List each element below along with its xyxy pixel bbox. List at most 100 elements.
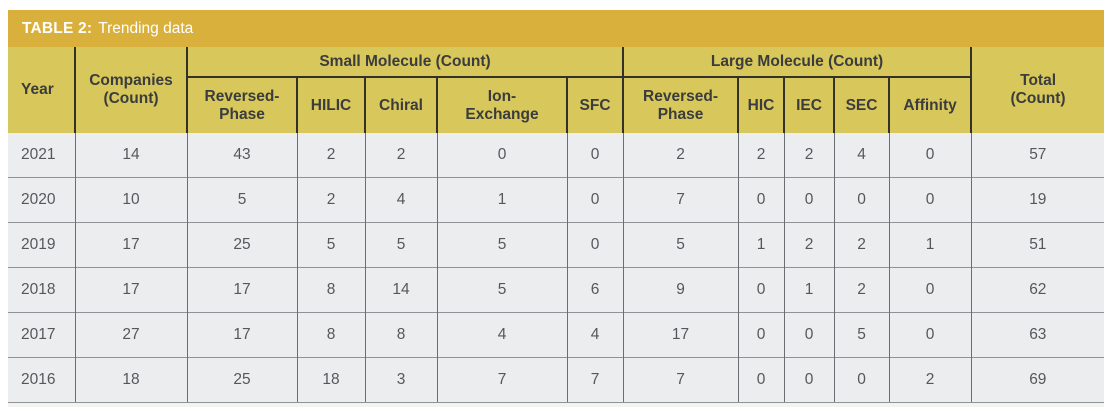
table-row-2021: 2021 14 43 2 2 0 0 2 2 2 4 0 57 [8,133,1105,178]
col-header-sm-hilic: HILIC [296,76,366,133]
col-header-sm-sfc: SFC [565,76,625,133]
value-cell: 17 [186,312,297,358]
table-title-bar: TABLE 2: Trending data [8,10,1104,47]
col-header-sm-ion-exchange: Ion- Exchange [436,76,568,133]
year-cell: 2017 [8,312,75,358]
col-header-sm-reversed-phase: Reversed- Phase [186,76,298,133]
table-row-2018: 2018 17 17 8 14 5 6 9 0 1 2 0 62 [8,267,1105,313]
trending-data-table: Year Companies (Count) Small Molecule (C… [8,47,1105,403]
value-cell: 17 [622,312,739,358]
value-cell: 5 [622,222,739,268]
value-cell: 8 [364,312,437,358]
value-cell: 5 [436,267,567,313]
total-cell: 62 [970,267,1105,313]
year-cell: 2021 [8,133,75,178]
value-cell: 2 [622,133,739,178]
value-cell: 5 [364,222,437,268]
value-cell: 7 [566,357,624,403]
value-cell: 0 [888,267,972,313]
table-header: Year Companies (Count) Small Molecule (C… [8,47,1105,133]
value-cell: 2 [888,357,972,403]
value-cell: 0 [888,312,972,358]
value-cell: 7 [436,357,567,403]
value-cell: 2 [737,133,785,178]
value-cell: 7 [622,357,739,403]
total-cell: 51 [970,222,1105,268]
value-cell: 10 [74,177,187,223]
value-cell: 2 [833,222,890,268]
table-title-text: Trending data [98,19,194,37]
trending-data-table-card: TABLE 2: Trending data Year Companies (C… [8,10,1105,407]
year-cell: 2018 [8,267,75,313]
value-cell: 0 [737,177,785,223]
value-cell: 43 [186,133,297,178]
value-cell: 27 [74,312,187,358]
group-header-large-molecule: Large Molecule (Count) [622,47,973,77]
value-cell: 0 [737,267,785,313]
value-cell: 3 [364,357,437,403]
value-cell: 17 [186,267,297,313]
value-cell: 8 [296,267,365,313]
col-header-lm-hic: HIC [737,76,786,133]
value-cell: 5 [186,177,297,223]
col-header-companies: Companies (Count) [74,47,188,133]
value-cell: 25 [186,222,297,268]
table-row-2017: 2017 27 17 8 8 4 4 17 0 0 5 0 63 [8,312,1105,358]
total-cell: 63 [970,312,1105,358]
value-cell: 5 [833,312,890,358]
value-cell: 4 [566,312,624,358]
col-header-lm-affinity: Affinity [888,76,973,133]
value-cell: 4 [833,133,890,178]
value-cell: 14 [364,267,437,313]
value-cell: 0 [783,312,835,358]
col-header-sm-chiral: Chiral [364,76,438,133]
value-cell: 2 [833,267,890,313]
table-row-2020: 2020 10 5 2 4 1 0 7 0 0 0 0 19 [8,177,1105,223]
value-cell: 0 [566,222,624,268]
value-cell: 6 [566,267,624,313]
table-body: 2021 14 43 2 2 0 0 2 2 2 4 0 57 2020 10 [8,133,1105,403]
value-cell: 4 [436,312,567,358]
value-cell: 1 [783,267,835,313]
header-sub-row: Reversed- Phase HILIC Chiral Ion- Exchan… [8,76,1104,133]
value-cell: 0 [888,177,972,223]
table-title-label: TABLE 2: [22,19,93,37]
col-header-year: Year [8,47,76,133]
value-cell: 18 [296,357,365,403]
group-header-small-molecule: Small Molecule (Count) [185,47,625,77]
value-cell: 14 [74,133,187,178]
year-cell: 2019 [8,222,75,268]
col-header-lm-iec: IEC [783,76,836,133]
value-cell: 2 [296,133,365,178]
value-cell: 0 [783,177,835,223]
value-cell: 1 [888,222,972,268]
value-cell: 2 [296,177,365,223]
value-cell: 8 [296,312,365,358]
col-header-lm-sec: SEC [833,76,891,133]
value-cell: 0 [833,357,890,403]
value-cell: 0 [566,133,624,178]
value-cell: 2 [364,133,437,178]
value-cell: 25 [186,357,297,403]
value-cell: 5 [296,222,365,268]
total-cell: 57 [970,133,1105,178]
value-cell: 1 [737,222,785,268]
table-row-2016: 2016 18 25 18 3 7 7 7 0 0 0 2 69 [8,357,1105,403]
table-row-2019: 2019 17 25 5 5 5 0 5 1 2 2 1 51 [8,222,1105,268]
value-cell: 0 [783,357,835,403]
table-bottom-strip [8,403,1104,407]
value-cell: 5 [436,222,567,268]
header-group-row: Year Companies (Count) Small Molecule (C… [8,47,1105,133]
value-cell: 0 [737,357,785,403]
value-cell: 7 [622,177,739,223]
year-cell: 2020 [8,177,75,223]
value-cell: 0 [888,133,972,178]
total-cell: 19 [970,177,1105,223]
value-cell: 0 [833,177,890,223]
value-cell: 9 [622,267,739,313]
col-header-total: Total (Count) [970,47,1105,133]
value-cell: 1 [436,177,567,223]
value-cell: 0 [737,312,785,358]
year-cell: 2016 [8,357,75,403]
